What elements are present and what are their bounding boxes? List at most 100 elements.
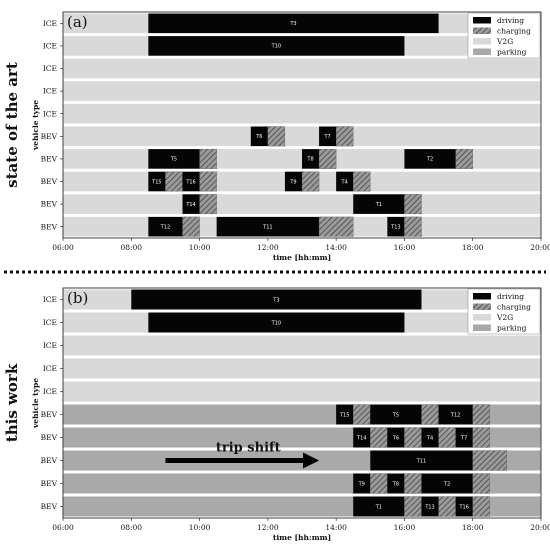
charging-segment [199,171,217,192]
legend-swatch-parking [473,324,491,331]
trip-label: T9 [289,179,296,185]
side-title: state of the art [3,62,21,188]
driving-segment [421,427,439,448]
charging-segment [472,427,490,448]
driving-segment [421,496,439,517]
trip-label: T3 [272,297,279,303]
row-label: ICE [43,87,57,96]
trip-label: T15 [151,179,161,185]
charging-segment [199,148,217,169]
charging-segment [318,148,337,169]
row-label: ICE [43,64,57,73]
row-background [63,126,541,147]
x-tick-label: 06:00 [52,523,74,532]
trip-label: T6 [392,435,399,441]
trip-label: T2 [443,481,450,487]
driving-segment [387,473,405,494]
row-label: ICE [43,42,57,51]
charging-segment [472,496,490,517]
driving-segment [455,496,473,517]
driving-segment [370,450,473,471]
row-label: ICE [43,387,57,396]
x-tick-label: 08:00 [120,243,142,252]
charging-segment [472,473,490,494]
charging-segment [318,216,354,237]
driving-segment [353,427,371,448]
legend-swatch-v2g [473,314,491,321]
legend-swatch-charging [473,303,491,310]
charging-segment [370,473,388,494]
driving-segment [250,126,268,147]
row-label: BEV [41,433,58,442]
charging-segment [438,427,456,448]
panel-tag: (a) [67,13,88,31]
legend-swatch-parking [473,48,491,55]
legend-label: V2G [496,37,513,46]
row-label: BEV [41,222,58,231]
driving-segment [353,496,405,517]
x-tick-label: 16:00 [394,523,416,532]
trip-label: T8 [392,481,399,487]
trip-label: T11 [262,225,272,231]
trip-label: T1 [375,504,382,510]
x-tick-label: 14:00 [325,523,347,532]
driving-segment [182,171,200,192]
x-tick-label: 14:00 [325,243,347,252]
x-axis-title: time [hh:mm] [273,533,331,542]
x-tick-label: 20:00 [530,243,550,252]
row-background [63,194,541,214]
driving-segment [404,149,456,169]
trip-label: T1 [375,202,382,208]
driving-segment [336,171,354,192]
driving-segment [148,36,405,56]
legend-label: driving [497,16,524,25]
trip-label: T3 [289,21,296,27]
driving-segment [370,404,422,425]
charging-segment [404,473,422,494]
legend-label: charging [497,27,531,36]
panel-tag: (b) [67,289,88,307]
charging-segment [182,216,200,237]
row-background [63,358,541,379]
trip-label: T14 [185,202,195,208]
row-label: ICE [43,295,57,304]
driving-segment [438,404,473,425]
trip-label: T8 [306,157,313,163]
trip-label: T14 [356,435,366,441]
driving-segment [148,149,200,169]
trip-label: T7 [460,435,467,441]
charging-segment [404,427,422,448]
row-label: ICE [43,109,57,118]
legend-label: charging [497,303,531,312]
x-tick-label: 18:00 [462,523,484,532]
trip-label: T10 [271,320,281,326]
trip-shift-arrow-head [303,452,320,469]
driving-segment [148,216,183,237]
x-tick-label: 10:00 [189,243,211,252]
panel-b: ICE T3 ICE T10 ICE ICE ICE BEV T15 T5 T12 BEV T14 T6 T… [3,287,550,542]
x-axis-title: time [hh:mm] [273,253,331,262]
row-label: ICE [43,318,57,327]
trip-label: T5 [392,412,399,418]
y-axis-title: vehicle type [31,100,40,151]
driving-segment [336,404,354,425]
legend-label: driving [497,292,524,301]
trip-label: T4 [341,179,348,185]
trip-label: T7 [323,134,330,140]
charging-segment [472,404,490,425]
legend-swatch-driving [473,293,491,300]
legend-swatch-driving [473,17,491,24]
trip-label: T16 [458,504,468,510]
charging-segment [472,450,508,471]
trip-label: T4 [426,435,433,441]
charging-segment [353,404,371,425]
driving-segment [319,126,337,147]
x-tick-label: 10:00 [189,523,211,532]
row-label: ICE [43,19,57,28]
trip-label: T12 [450,412,460,418]
charging-segment [267,126,286,147]
charging-segment [353,171,371,192]
row-background [63,335,541,356]
trip-label: T11 [416,458,426,464]
row-label: BEV [41,456,58,465]
